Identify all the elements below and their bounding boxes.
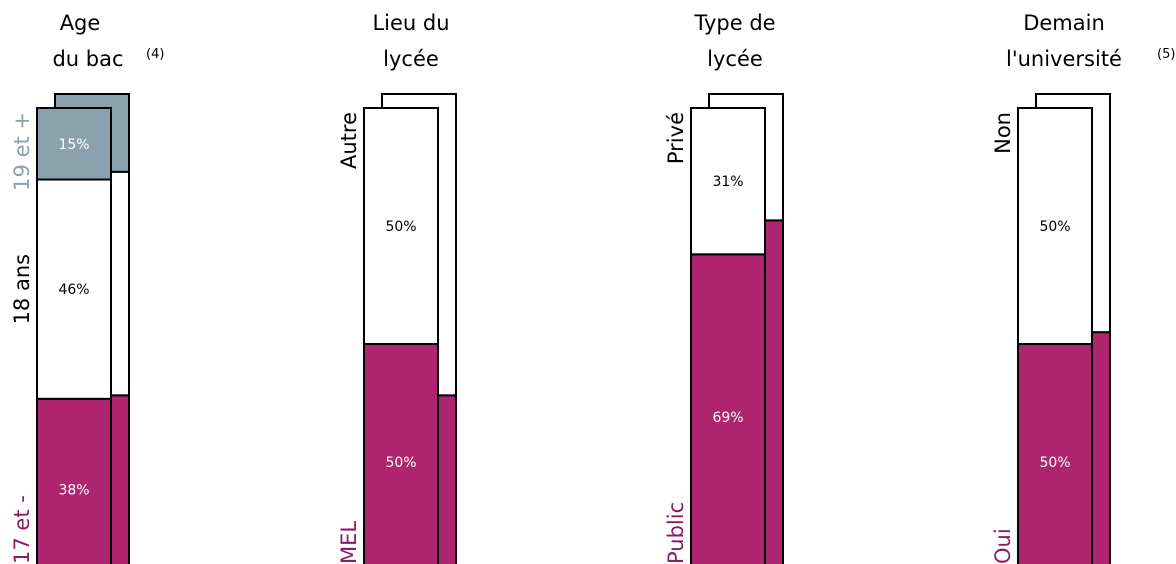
- main-bar-3-segment-0: [1017, 343, 1093, 564]
- category-label-0-1: 18 ans: [10, 254, 34, 325]
- value-label-1-0: 50%: [385, 455, 416, 471]
- main-bar-2-segment-0: [690, 253, 766, 564]
- main-bar-2-segment-1: [690, 107, 766, 256]
- value-label-1-1: 50%: [385, 219, 416, 235]
- chart-title-line1-1: Lieu du: [372, 11, 449, 35]
- main-bar-0-segment-2: [36, 107, 112, 181]
- bar-group-1: 50% MEL 50% Autre Lieu du lycée: [337, 11, 457, 564]
- main-bar-1-segment-0: [363, 343, 439, 564]
- chart-title-line1-3: Demain: [1023, 11, 1105, 35]
- category-label-1-1: Autre: [337, 112, 361, 169]
- title-note-0: (4): [146, 47, 164, 62]
- category-label-3-1: Non: [991, 112, 1015, 154]
- category-label-0-0: 17 et -: [10, 495, 34, 564]
- value-label-2-1: 31%: [712, 174, 743, 190]
- bar-group-3: 50% Oui 50% Non Demain l'université (5): [991, 11, 1175, 564]
- bar-group-2: 69% Public 31% Privé Type de lycée: [664, 11, 784, 564]
- chart-title-line1-2: Type de: [693, 11, 775, 35]
- main-bar-1-segment-1: [363, 107, 439, 345]
- main-bar-3-segment-1: [1017, 107, 1093, 345]
- category-label-2-1: Privé: [664, 112, 688, 164]
- chart-title-line2-2: lycée: [707, 47, 763, 71]
- value-label-0-1: 46%: [58, 282, 89, 298]
- value-label-2-0: 69%: [712, 410, 743, 426]
- chart-title-line2-0: du bac: [52, 47, 123, 71]
- main-bar-0-segment-0: [36, 397, 112, 564]
- chart-title-line2-3: l'université: [1006, 47, 1122, 71]
- value-label-0-0: 38%: [58, 482, 89, 498]
- category-label-3-0: Oui: [991, 528, 1015, 564]
- bar-group-0: 38% 17 et - 46% 18 ans 15% 19 et + Age du bac (4…: [10, 11, 164, 564]
- title-note-3: (5): [1157, 47, 1175, 62]
- value-label-0-2: 15%: [58, 137, 89, 153]
- chart-title-line1-0: Age: [60, 11, 101, 35]
- category-label-2-0: Public: [664, 502, 688, 564]
- category-label-0-2: 19 et +: [10, 112, 34, 191]
- value-label-3-1: 50%: [1039, 219, 1070, 235]
- value-label-3-0: 50%: [1039, 455, 1070, 471]
- category-label-1-0: MEL: [337, 521, 361, 564]
- chart-title-line2-1: lycée: [383, 47, 439, 71]
